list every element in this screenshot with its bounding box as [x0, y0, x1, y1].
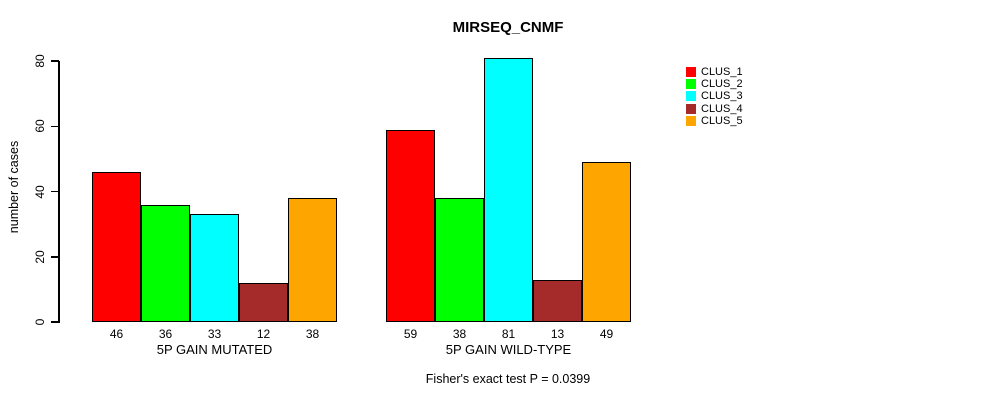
legend-item: CLUS_5	[686, 115, 743, 127]
bar-clus_1-group2	[386, 130, 435, 322]
chart-title: MIRSEQ_CNMF	[452, 19, 564, 36]
bar-value-label: 13	[550, 327, 565, 341]
bar-value-label: 33	[207, 327, 222, 341]
x-axis-group-label: 5P GAIN WILD-TYPE	[445, 342, 572, 357]
legend-swatch-icon	[686, 115, 696, 126]
y-axis-tick	[51, 321, 59, 323]
bar-clus_2-group2	[435, 198, 484, 322]
y-axis-tick	[51, 256, 59, 258]
y-axis-tick	[51, 60, 59, 62]
legend-label: CLUS_5	[701, 114, 743, 127]
legend-item: CLUS_1	[686, 66, 743, 78]
legend-item: CLUS_2	[686, 78, 743, 90]
fisher-test-annotation: Fisher's exact test P = 0.0399	[425, 372, 591, 386]
legend-swatch-icon	[686, 67, 696, 78]
bar-clus_4-group2	[533, 280, 582, 322]
bar-value-label: 38	[305, 327, 320, 341]
y-axis-tick-label: 80	[33, 54, 47, 68]
y-axis-tick	[51, 190, 59, 193]
bar-clus_3-group2	[484, 58, 533, 322]
bar-clus_3-group1	[190, 214, 239, 322]
bar-clus_2-group1	[141, 205, 190, 322]
bar-value-label: 46	[109, 327, 124, 341]
legend-label: CLUS_2	[701, 78, 743, 91]
y-axis-tick	[51, 125, 59, 127]
legend-label: CLUS_3	[701, 90, 743, 103]
y-axis-tick-label: 60	[33, 119, 47, 133]
y-axis-tick-label: 0	[33, 318, 47, 326]
legend: CLUS_1 CLUS_2 CLUS_3 CLUS_4 CLUS_5	[686, 66, 743, 127]
bar-value-label: 59	[403, 327, 418, 341]
x-axis-group-label: 5P GAIN MUTATED	[156, 342, 273, 357]
y-axis-tick-label: 20	[33, 250, 47, 264]
bar-value-label: 49	[599, 327, 614, 341]
legend-swatch-icon	[686, 91, 696, 102]
bar-clus_5-group1	[288, 198, 337, 322]
bar-clus_4-group1	[239, 283, 288, 322]
legend-swatch-icon	[686, 79, 696, 90]
bar-value-label: 81	[501, 327, 516, 341]
bar-value-label: 38	[452, 327, 467, 341]
legend-item: CLUS_3	[686, 90, 743, 102]
legend-label: CLUS_4	[701, 102, 743, 115]
bar-clus_5-group2	[582, 162, 631, 322]
bar-value-label: 12	[256, 327, 271, 341]
legend-item: CLUS_4	[686, 103, 743, 115]
bar-clus_1-group1	[92, 172, 141, 322]
bar-value-label: 36	[158, 327, 173, 341]
y-axis-tick-label: 40	[33, 184, 47, 199]
legend-label: CLUS_1	[701, 66, 743, 79]
legend-swatch-icon	[686, 103, 696, 114]
